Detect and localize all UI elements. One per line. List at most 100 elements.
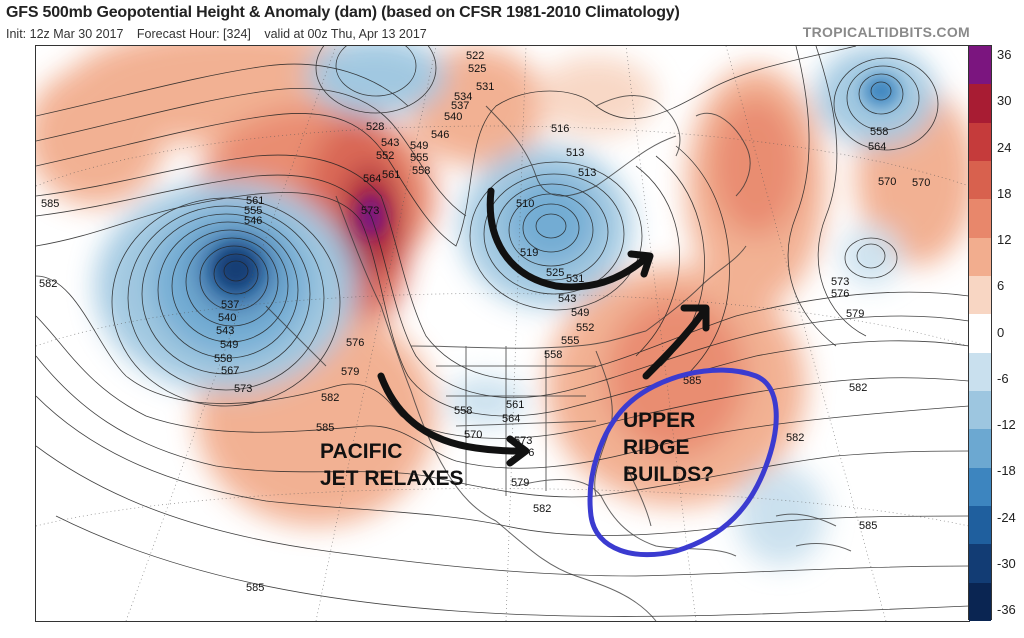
contour-label: 564 xyxy=(363,173,381,185)
contour-label: 576 xyxy=(831,288,849,300)
colorbar-segment xyxy=(969,467,991,506)
contour-label: 534 xyxy=(454,91,472,103)
coastlines xyxy=(265,95,852,621)
contour-label: 570 xyxy=(912,177,930,189)
colorbar-tick-label: -30 xyxy=(997,555,1016,571)
contour-label: 585 xyxy=(859,520,877,532)
contour-label: 543 xyxy=(558,293,576,305)
contour-label: 528 xyxy=(366,121,384,133)
contour-label: 522 xyxy=(466,50,484,62)
annotation-line: JET RELAXES xyxy=(320,467,464,490)
contour-label: 564 xyxy=(868,141,886,153)
contour-label: 558 xyxy=(412,165,430,177)
contour-label: 558 xyxy=(870,126,888,138)
contour-label: 552 xyxy=(576,322,594,334)
colorbar-segment xyxy=(969,160,991,200)
contour-label: 549 xyxy=(571,307,589,319)
annotation-arrows xyxy=(377,187,710,467)
contour-label: 579 xyxy=(511,477,529,489)
valid-time: valid at 00z Thu, Apr 13 2017 xyxy=(264,27,427,41)
contour-label: 537 xyxy=(451,100,469,112)
annotation-line: PACIFIC xyxy=(320,440,403,463)
annotation-line: BUILDS? xyxy=(623,463,714,486)
contour-label: 531 xyxy=(476,81,494,93)
contour-label: 519 xyxy=(520,247,538,259)
contour-label: 561 xyxy=(246,195,264,207)
contour-label: 582 xyxy=(786,432,804,444)
init-time: Init: 12z Mar 30 2017 xyxy=(6,27,124,41)
colorbar-segment xyxy=(969,314,991,353)
contour-label: 525 xyxy=(546,267,564,279)
contour-label: 540 xyxy=(444,111,462,123)
annotation-line: RIDGE xyxy=(623,436,690,459)
colorbar-segment xyxy=(969,84,991,123)
contour-label: 531 xyxy=(566,273,584,285)
contour-label: 510 xyxy=(516,198,534,210)
contour-label: 558 xyxy=(544,349,562,361)
contour-label: 555 xyxy=(244,205,262,217)
contour-label: 561 xyxy=(506,399,524,411)
colorbar-tick-label: -18 xyxy=(997,463,1016,479)
contour-label: 549 xyxy=(410,140,428,152)
contour-label: 540 xyxy=(218,312,236,324)
contour-label: 543 xyxy=(216,325,234,337)
colorbar-segment xyxy=(969,237,991,276)
colorbar-segment xyxy=(969,275,991,315)
contour-label: 585 xyxy=(41,198,59,210)
colorbar-segment xyxy=(969,544,991,583)
upper-ridge-annotation: UPPER RIDGE BUILDS? xyxy=(623,407,714,488)
contour-label: 573 xyxy=(234,383,252,395)
contour-label: 516 xyxy=(551,123,569,135)
contour-label: 546 xyxy=(244,215,262,227)
contour-label: 579 xyxy=(846,308,864,320)
contour-label: 576 xyxy=(346,337,364,349)
colorbar-segment xyxy=(969,505,991,545)
anomaly-colorbar xyxy=(968,45,992,621)
annotation-line: UPPER xyxy=(623,409,696,432)
contour-label: 549 xyxy=(220,339,238,351)
contour-label: 555 xyxy=(561,335,579,347)
contour-label: 543 xyxy=(381,137,399,149)
contour-label: 585 xyxy=(246,582,264,594)
contour-label: 537 xyxy=(221,299,239,311)
contour-label: 570 xyxy=(464,429,482,441)
contour-label: 570 xyxy=(878,176,896,188)
colorbar-segment xyxy=(969,352,991,391)
contour-label: 513 xyxy=(578,167,596,179)
colorbar-tick-label: -24 xyxy=(997,509,1016,525)
contour-label: 564 xyxy=(502,413,520,425)
contour-label: 582 xyxy=(533,503,551,515)
contour-label: 552 xyxy=(376,150,394,162)
contour-label: 561 xyxy=(382,169,400,181)
weather-map: 522 525 528 531 534 537 540 543 546 549 … xyxy=(35,45,970,622)
colorbar-tick-label: 36 xyxy=(997,47,1012,62)
colorbar-tick-label: 18 xyxy=(997,185,1012,201)
colorbar-segment xyxy=(969,122,991,161)
colorbar-tick-label: -6 xyxy=(997,370,1009,386)
contour-label: 558 xyxy=(454,405,472,417)
colorbar-segment xyxy=(969,199,991,238)
contour-label: 567 xyxy=(221,365,239,377)
colorbar-tick-label: 6 xyxy=(997,278,1005,294)
map-title: GFS 500mb Geopotential Height & Anomaly … xyxy=(6,4,680,21)
colorbar-segment xyxy=(969,390,991,430)
ridge-circle xyxy=(587,367,779,558)
contour-label: 546 xyxy=(431,129,449,141)
contour-label: 579 xyxy=(341,366,359,378)
colorbar-segment xyxy=(969,429,991,468)
contour-label: 573 xyxy=(831,276,849,288)
contour-label: 525 xyxy=(468,63,486,75)
colorbar-tick-label: -36 xyxy=(997,602,1016,617)
latlon-grid xyxy=(36,46,969,621)
colorbar-tick-label: 24 xyxy=(997,139,1012,155)
height-contours xyxy=(36,46,969,617)
colorbar-segment xyxy=(969,582,991,621)
colorbar-segment xyxy=(969,46,991,85)
colorbar-tick-label: 0 xyxy=(997,324,1005,340)
contour-label: 582 xyxy=(849,382,867,394)
contour-label: 555 xyxy=(410,152,428,164)
contour-label: 582 xyxy=(321,392,339,404)
forecast-hour: Forecast Hour: [324] xyxy=(136,27,251,41)
contour-label: 573 xyxy=(361,205,379,217)
contour-label: 585 xyxy=(683,375,701,387)
